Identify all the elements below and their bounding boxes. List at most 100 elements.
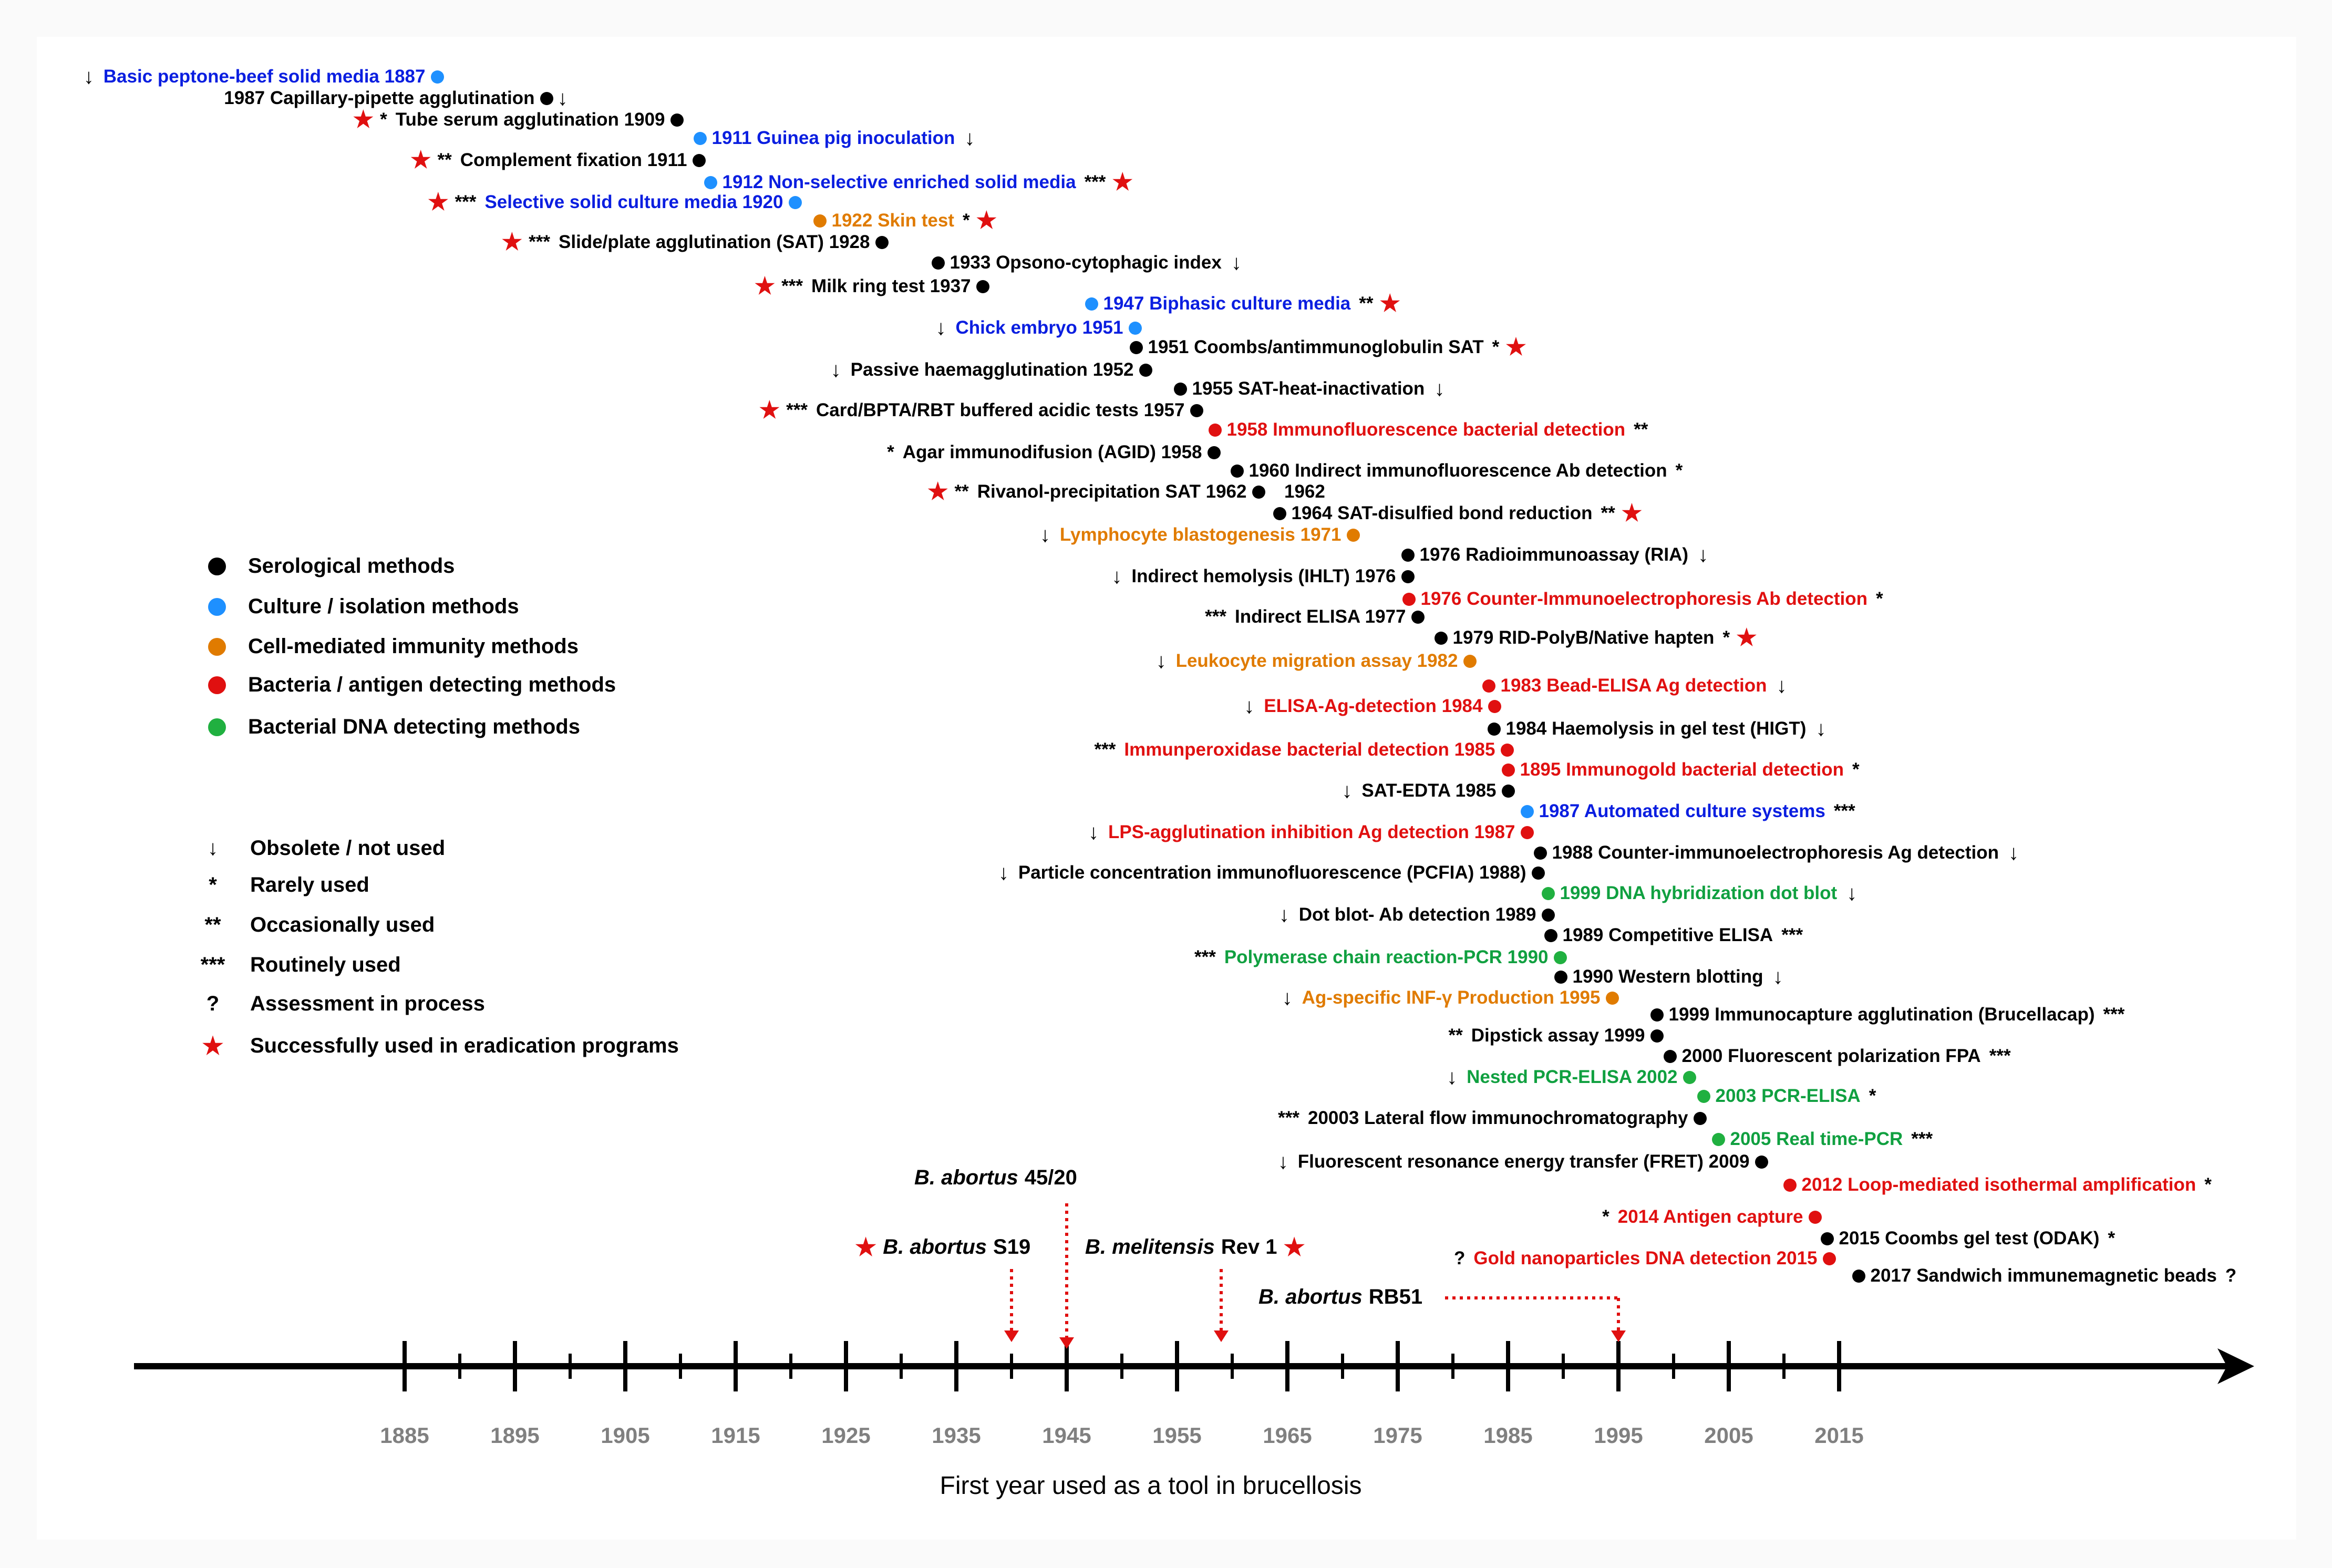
method-label: Ag-specific INF-γ Production 1995	[1302, 987, 1601, 1008]
method-event: 1960 Indirect immunofluorescence Ab dete…	[1230, 460, 1686, 481]
method-event: ↓ Ag-specific INF-γ Production 1995	[1278, 987, 1619, 1008]
serological-dot	[1401, 548, 1415, 562]
serological-dot	[1531, 866, 1545, 880]
culture-dot	[704, 176, 717, 189]
method-event: 1947 Biphasic culture media ** ★	[1085, 292, 1404, 315]
obsolete-arrow-icon: ↓	[1039, 523, 1050, 546]
method-label: LPS-agglutination inhibition Ag detectio…	[1108, 822, 1515, 842]
usage-marker: ***	[529, 232, 550, 252]
antigen-dot	[1501, 763, 1515, 777]
vaccine-pointer-arrowhead	[1004, 1330, 1019, 1342]
usage-marker: ***	[1094, 739, 1116, 760]
dna-dot	[1697, 1089, 1710, 1103]
obsolete-arrow-icon: ↓	[1088, 821, 1099, 844]
cmi-legend-dot	[208, 637, 226, 656]
cmi-dot	[1346, 528, 1360, 542]
usage-marker: ***	[2103, 1004, 2125, 1025]
usage-marker: ***	[1194, 947, 1216, 967]
method-label: 1922 Skin test	[831, 210, 954, 231]
eradication-star-icon: ★	[976, 208, 997, 233]
legend-type-culture: Culture / isolation methods	[199, 595, 519, 618]
vaccine-pointer-arrowhead	[1059, 1337, 1074, 1349]
method-event: *** 20003 Lateral flow immunochromatograp…	[1275, 1108, 1707, 1129]
usage-symbol: **	[204, 913, 221, 936]
serological-dot	[1501, 784, 1515, 798]
method-label: Basic peptone-beef solid media 1887	[103, 66, 426, 87]
method-label: 1895 Immunogold bacterial detection	[1520, 759, 1844, 780]
axis-arrowhead	[2217, 1348, 2254, 1384]
usage-marker: *	[1722, 627, 1730, 648]
method-event: 1999 Immunocapture agglutination (Brucel…	[1650, 1004, 2128, 1025]
usage-marker: **	[1601, 503, 1615, 523]
antigen-dot	[1500, 743, 1514, 757]
usage-marker: ***	[1911, 1129, 1933, 1149]
legend-marker: ** Occasionally used	[194, 913, 435, 937]
legend-marker: *** Routinely used	[194, 953, 401, 977]
legend-label: Assessment in process	[250, 992, 485, 1015]
obsolete-arrow-icon: ↓	[1244, 695, 1255, 718]
method-label: Tube serum agglutination 1909	[395, 109, 665, 130]
usage-marker: ***	[1989, 1046, 2011, 1066]
vaccine-species: B. melitensis	[1085, 1235, 1215, 1258]
obsolete-arrow-icon: ↓	[830, 358, 841, 381]
obsolete-arrow-icon: ↓	[83, 65, 94, 88]
method-label: 2005 Real time-PCR	[1730, 1129, 1903, 1149]
obsolete-arrow-icon: ↓	[998, 861, 1009, 884]
serological-dot	[1650, 1029, 1664, 1043]
method-label: 1976 Radioimmunoassay (RIA)	[1419, 544, 1689, 565]
serological-dot	[1207, 446, 1221, 459]
method-label: Indirect ELISA 1977	[1235, 606, 1406, 627]
vaccine-species: B. abortus	[883, 1235, 987, 1258]
obsolete-arrow-icon: ↓	[935, 316, 946, 339]
serological-dot	[1554, 970, 1567, 984]
method-event: 1964 SAT-disulfied bond reduction ** ★	[1273, 502, 1646, 525]
serological-dot	[1693, 1111, 1707, 1125]
usage-marker: ?	[2225, 1265, 2237, 1286]
usage-marker: ***	[1278, 1108, 1299, 1128]
method-label: Rivanol-precipitation SAT 1962	[977, 481, 1247, 502]
vaccine-strain: 45/20	[1024, 1166, 1077, 1189]
vaccine-label: B. melitensis Rev 1 ★	[1085, 1233, 1312, 1261]
year-tick-label: 1925	[821, 1423, 871, 1448]
method-label: Gold nanoparticles DNA detection 2015	[1473, 1248, 1818, 1268]
culture-dot	[1128, 321, 1142, 335]
usage-marker: ***	[786, 400, 808, 420]
method-event: ★ *** Card/BPTA/RBT buffered acidic tests …	[756, 399, 1203, 422]
vaccine-label: B. abortus RB51	[1258, 1285, 1422, 1309]
obsolete-arrow-icon: ↓	[2008, 841, 2019, 864]
antigen-dot	[1402, 592, 1416, 606]
year-tick-label: 1935	[932, 1423, 981, 1448]
serological-dot	[670, 113, 684, 127]
legend-label: Routinely used	[250, 953, 401, 976]
eradication-star-icon: ★	[501, 229, 523, 255]
method-event: 1962	[1266, 481, 1330, 502]
legend-marker: ★ Successfully used in eradication progra…	[194, 1031, 678, 1060]
method-label: Dot blot- Ab detection 1989	[1298, 904, 1536, 925]
obsolete-arrow-icon: ↓	[1277, 1150, 1288, 1173]
method-event: ↓ LPS-agglutination inhibition Ag detecti…	[1084, 822, 1534, 843]
legend-label: Bacterial DNA detecting methods	[248, 715, 580, 738]
method-label: Leukocyte migration assay 1982	[1175, 651, 1458, 671]
serological-dot	[1541, 908, 1555, 922]
vaccine-strain: RB51	[1368, 1285, 1423, 1308]
method-label: ELISA-Ag-detection 1984	[1264, 696, 1483, 716]
vaccine-strain: Rev 1	[1221, 1235, 1277, 1258]
dna-dot	[1541, 886, 1555, 900]
method-event: 1911 Guinea pig inoculation ↓	[693, 128, 979, 149]
obsolete-arrow-icon: ↓	[208, 837, 218, 860]
method-event: ↓ Lymphocyte blastogenesis 1971	[1036, 524, 1360, 545]
method-label: 1911 Guinea pig inoculation	[711, 128, 955, 148]
method-label: 2012 Loop-mediated isothermal amplificat…	[1801, 1174, 2196, 1195]
method-label: Passive haemagglutination 1952	[850, 359, 1134, 380]
antigen-dot	[1208, 423, 1222, 437]
method-label: 1988 Counter-immunoelectrophoresis Ag de…	[1552, 842, 1999, 863]
usage-marker: *	[1869, 1086, 1876, 1106]
eradication-star-icon: ★	[202, 1032, 224, 1059]
method-label: Fluorescent resonance energy transfer (F…	[1297, 1151, 1750, 1172]
method-event: ↓ Chick embryo 1951	[931, 316, 1142, 339]
method-event: ↓ ELISA-Ag-detection 1984	[1240, 696, 1501, 717]
obsolete-arrow-icon: ↓	[1772, 965, 1783, 988]
method-label: 1951 Coombs/antimmunoglobulin SAT	[1148, 337, 1484, 357]
method-event: ↓ Nested PCR-ELISA 2002	[1442, 1067, 1696, 1088]
